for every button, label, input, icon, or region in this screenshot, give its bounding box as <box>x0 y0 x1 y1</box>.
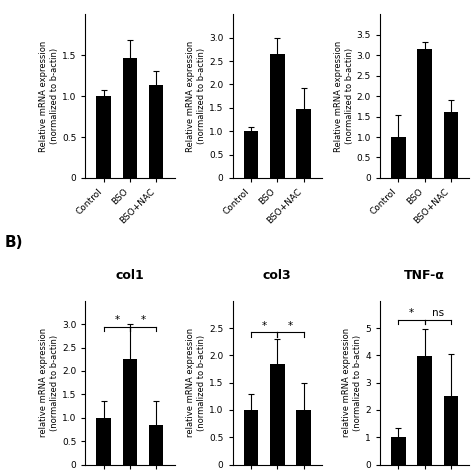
Bar <box>418 49 432 178</box>
Text: *: * <box>140 315 146 325</box>
Title: TNF-α: TNF-α <box>404 269 445 282</box>
Text: B): B) <box>5 235 23 250</box>
Y-axis label: relative mRNA expression
(normalized to b-actin): relative mRNA expression (normalized to … <box>186 328 207 437</box>
Text: *: * <box>288 321 293 331</box>
Bar <box>149 425 164 465</box>
Bar <box>391 437 406 465</box>
Text: ns: ns <box>432 308 444 318</box>
Bar <box>244 131 258 178</box>
Bar <box>444 396 458 465</box>
Title: col3: col3 <box>263 269 292 282</box>
Y-axis label: Relative mRNA expression
(normalized to b-actin): Relative mRNA expression (normalized to … <box>39 40 59 152</box>
Bar <box>444 112 458 178</box>
Text: *: * <box>409 308 414 318</box>
Bar <box>123 58 137 178</box>
Bar <box>149 85 164 178</box>
Bar <box>418 356 432 465</box>
Bar <box>123 359 137 465</box>
Text: *: * <box>114 315 119 325</box>
Text: *: * <box>262 321 267 331</box>
Y-axis label: relative mRNA expression
(normalized to b-actin): relative mRNA expression (normalized to … <box>342 328 363 437</box>
Bar <box>244 410 258 465</box>
Y-axis label: relative mRNA expression
(normalized to b-actin): relative mRNA expression (normalized to … <box>39 328 59 437</box>
Bar <box>97 96 111 178</box>
Y-axis label: Relative mRNA expression
(normalized to b-actin): Relative mRNA expression (normalized to … <box>186 40 207 152</box>
Bar <box>391 137 406 178</box>
Bar <box>270 364 284 465</box>
Title: col1: col1 <box>116 269 145 282</box>
Bar <box>270 54 284 178</box>
Bar <box>97 418 111 465</box>
Y-axis label: Relative mRNA expression
(normalized to b-actin): Relative mRNA expression (normalized to … <box>334 40 354 152</box>
Bar <box>296 410 311 465</box>
Bar <box>296 109 311 178</box>
